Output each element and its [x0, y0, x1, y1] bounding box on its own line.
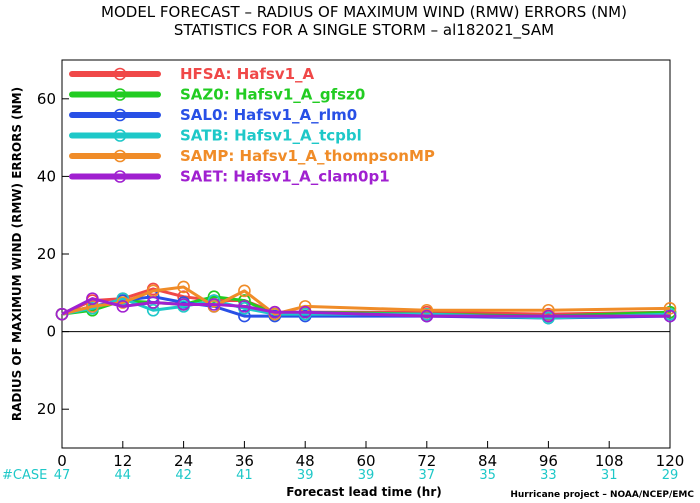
case-count: 29 [662, 468, 679, 483]
data-point [177, 280, 190, 294]
legend-label: SATB: Hafsv1_A_tcpbl [180, 127, 362, 145]
data-point [86, 300, 99, 313]
case-label: #CASE [2, 468, 47, 483]
case-count: 33 [540, 468, 557, 483]
case-count: 31 [601, 468, 618, 483]
legend-label: SAZ0: Hafsv1_A_gfsz0 [180, 86, 365, 104]
case-count: 44 [115, 468, 132, 483]
series-layer [55, 280, 677, 325]
x-axis-label: Forecast lead time (hr) [286, 485, 442, 499]
data-point [542, 309, 555, 323]
data-point [298, 305, 312, 319]
y-tick-label: 60 [37, 90, 56, 108]
y-tick-label: 20 [37, 400, 56, 418]
legend-marker [113, 88, 127, 101]
x-tick-label: 120 [656, 452, 685, 470]
data-point [116, 292, 130, 305]
case-count: 37 [419, 468, 436, 483]
data-point [86, 292, 99, 305]
y-axis-ticks: 20 0 20 40 60 [37, 90, 69, 418]
legend-marker [113, 170, 127, 183]
case-count: 41 [236, 468, 253, 483]
x-tick-label: 0 [57, 452, 67, 470]
legend-label: SAL0: Hafsv1_A_rlm0 [180, 106, 357, 124]
y-axis-label: RADIUS OF MAXIMUM WIND (RMW) ERRORS (NM) [10, 87, 24, 421]
credit-text: Hurricane project – NOAA/NCEP/EMC [510, 490, 694, 500]
data-point [238, 309, 251, 323]
data-point [207, 290, 221, 303]
x-tick-label: 60 [356, 452, 375, 470]
data-point [268, 305, 282, 319]
x-tick-label: 48 [296, 452, 315, 470]
chart-title-line1: MODEL FORECAST – RADIUS OF MAXIMUM WIND … [101, 3, 627, 21]
data-point [55, 307, 69, 321]
legend-label: SAET: Hafsv1_A_clam0p1 [180, 168, 390, 186]
y-tick-label: 0 [46, 323, 56, 341]
data-point [663, 302, 677, 315]
y-tick-label: 20 [37, 245, 56, 263]
legend-label: HFSA: Hafsv1_A [180, 65, 315, 83]
data-point [116, 300, 130, 313]
case-count: 42 [175, 468, 192, 483]
data-point [177, 298, 190, 311]
data-point [146, 296, 160, 309]
x-tick-label: 72 [417, 452, 436, 470]
legend: HFSA: Hafsv1_A SAZ0: Hafsv1_A_gfsz0 SAL0: … [69, 65, 435, 186]
x-tick-label: 108 [595, 452, 624, 470]
legend-label: SAMP: Hafsv1_A_thompsonMP [180, 147, 435, 165]
x-tick-label: 24 [174, 452, 193, 470]
legend-marker [113, 149, 127, 163]
data-point [420, 309, 434, 323]
data-point [207, 298, 221, 311]
plot-area [61, 59, 671, 449]
x-tick-label: 12 [113, 452, 132, 470]
data-point [663, 309, 677, 323]
case-count: 39 [297, 468, 314, 483]
case-count: 39 [358, 468, 375, 483]
case-counts: 47 44 42 41 39 39 37 35 33 31 29 [54, 468, 679, 483]
data-point [238, 300, 251, 313]
data-point [116, 296, 130, 309]
legend-marker [113, 108, 127, 122]
data-point [146, 303, 160, 317]
case-count: 35 [479, 468, 496, 483]
x-tick-label: 96 [539, 452, 558, 470]
legend-marker [113, 67, 127, 81]
x-axis-ticks: 0 12 24 36 48 60 72 84 96 108 120 [57, 441, 684, 470]
chart-title-line2: STATISTICS FOR A SINGLE STORM – al182021… [174, 21, 554, 40]
data-point [238, 284, 251, 298]
legend-marker [113, 129, 127, 142]
y-tick-label: 40 [37, 167, 56, 185]
case-count: 47 [54, 468, 71, 483]
x-tick-label: 84 [478, 452, 497, 470]
x-tick-label: 36 [235, 452, 254, 470]
